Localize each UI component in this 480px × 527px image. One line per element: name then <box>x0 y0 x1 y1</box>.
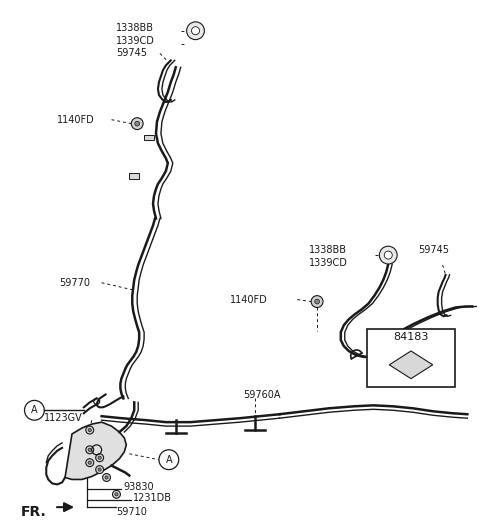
Text: 1140FD: 1140FD <box>57 115 95 125</box>
Text: 59710: 59710 <box>117 507 147 517</box>
Text: 1339CD: 1339CD <box>117 36 156 46</box>
Text: 1123GV: 1123GV <box>44 413 83 423</box>
Text: 1338BB: 1338BB <box>117 23 155 33</box>
Bar <box>129 173 139 179</box>
Circle shape <box>88 448 91 452</box>
Circle shape <box>187 22 204 40</box>
Circle shape <box>115 493 118 496</box>
Circle shape <box>384 251 392 259</box>
Circle shape <box>192 27 200 35</box>
Circle shape <box>86 426 94 434</box>
Text: 1339CD: 1339CD <box>309 258 348 268</box>
Circle shape <box>88 428 91 432</box>
Circle shape <box>311 296 323 307</box>
Text: A: A <box>31 405 38 415</box>
Text: 1140FD: 1140FD <box>230 295 268 305</box>
Circle shape <box>131 118 143 130</box>
Text: A: A <box>166 455 172 465</box>
Text: 59770: 59770 <box>59 278 90 288</box>
Circle shape <box>96 466 104 474</box>
Circle shape <box>86 458 94 466</box>
Circle shape <box>103 474 110 482</box>
Circle shape <box>96 454 104 462</box>
Text: 59745: 59745 <box>418 245 449 255</box>
Text: 59760A: 59760A <box>243 391 280 401</box>
Text: 1338BB: 1338BB <box>309 245 347 255</box>
Circle shape <box>105 476 108 479</box>
Circle shape <box>112 490 120 498</box>
Circle shape <box>86 446 94 454</box>
Bar <box>367 329 456 387</box>
Polygon shape <box>389 351 433 379</box>
Circle shape <box>379 246 397 264</box>
Text: FR.: FR. <box>21 505 46 519</box>
Circle shape <box>98 468 101 471</box>
Circle shape <box>98 456 101 460</box>
Circle shape <box>135 121 140 126</box>
Text: 84183: 84183 <box>393 332 429 342</box>
Bar <box>144 134 154 140</box>
Circle shape <box>88 461 91 464</box>
FancyArrowPatch shape <box>57 503 72 511</box>
Text: 93830: 93830 <box>123 482 154 492</box>
Circle shape <box>315 299 320 304</box>
Text: 59745: 59745 <box>117 48 147 58</box>
Polygon shape <box>65 422 126 480</box>
Text: 1231DB: 1231DB <box>133 493 172 503</box>
